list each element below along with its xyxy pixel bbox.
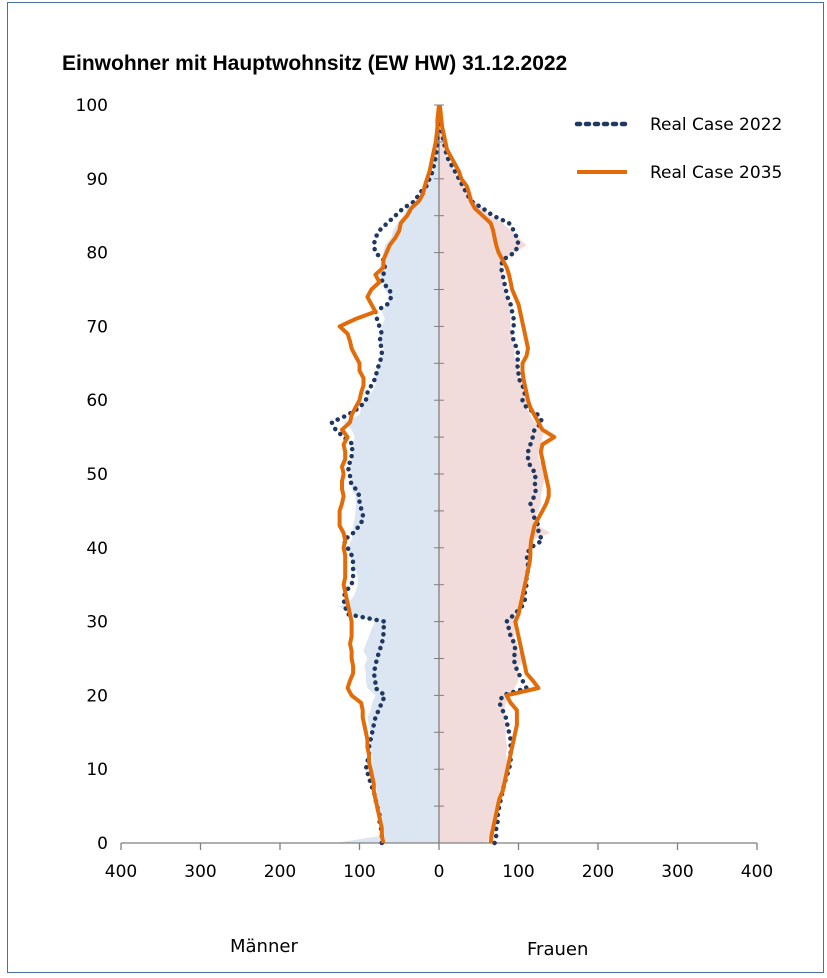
x-tick-label: 100	[343, 862, 375, 882]
y-tick-label: 100	[76, 96, 108, 116]
series-2035-female-line	[437, 104, 557, 844]
y-tick-label: 0	[97, 834, 108, 854]
x-tick-label: 300	[184, 862, 216, 882]
x-label-frauen: Frauen	[527, 939, 588, 960]
male-area	[335, 105, 439, 843]
x-tick-label: 300	[661, 862, 693, 882]
chart-title: Einwohner mit Hauptwohnsitz (EW HW) 31.1…	[62, 52, 567, 75]
line-layer	[329, 102, 557, 846]
series-2022-male-line	[329, 102, 442, 846]
y-tick-label: 70	[86, 317, 108, 337]
legend-label-2035: Real Case 2035	[650, 163, 782, 183]
female-area	[439, 105, 551, 843]
y-tick-label: 20	[86, 686, 108, 706]
axis-layer: 400 300 200 100 0 100 200 300 400 0 10 20 30 40 50 60 70…	[76, 96, 774, 882]
legend-label-2022: Real Case 2022	[650, 115, 782, 135]
y-tick-label: 30	[86, 613, 108, 633]
x-tick-label: 400	[741, 862, 773, 882]
x-tick-label: 200	[582, 862, 614, 882]
y-tick-label: 10	[86, 760, 108, 780]
y-tick-label: 90	[86, 170, 108, 190]
y-tick-label: 40	[86, 539, 108, 559]
y-tick-label: 50	[86, 465, 108, 485]
y-tick-label: 60	[86, 391, 108, 411]
x-label-maenner: Männer	[230, 936, 298, 957]
y-tick-label: 80	[86, 244, 108, 264]
x-tick-label: 200	[264, 862, 296, 882]
x-tick-label: 100	[502, 862, 534, 882]
x-tick-label: 400	[105, 862, 137, 882]
series-2035-male-line	[337, 104, 441, 844]
series-2022-female-line	[436, 102, 545, 846]
x-tick-label: 0	[434, 862, 445, 882]
legend: Real Case 2022 Real Case 2035	[574, 115, 782, 183]
